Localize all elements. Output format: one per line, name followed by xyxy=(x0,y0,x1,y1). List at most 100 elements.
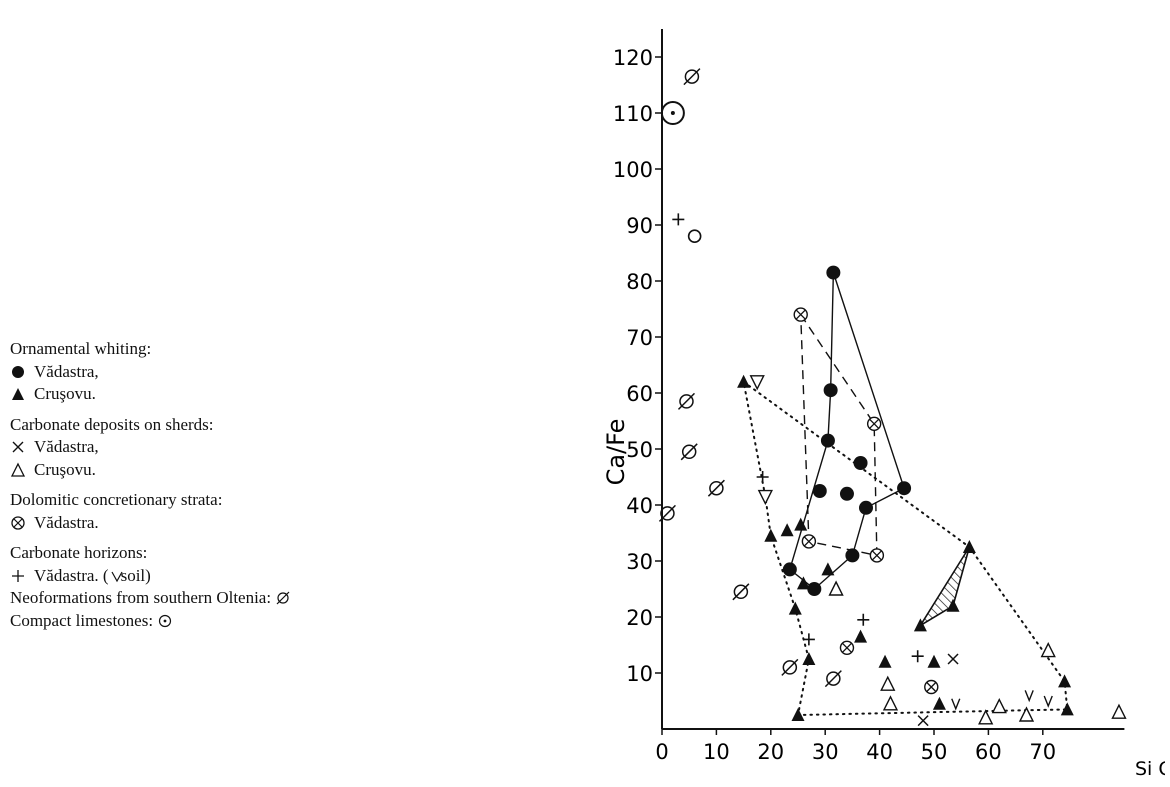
data-point-slashed-circle xyxy=(824,670,842,688)
legend-label: Cruşovu. xyxy=(34,384,96,403)
data-point-filled-triangle xyxy=(780,523,794,537)
axes: 10 20 30 40 50 60 70 80 90 100 110 120 0 10 20 30 40 50 60… xyxy=(613,29,1125,764)
data-point-x xyxy=(947,653,959,665)
y-tick-label: 60 xyxy=(626,382,653,406)
data-point-open-triangle xyxy=(978,709,994,725)
legend-item-carbonate-vadastra: Vădastra, xyxy=(10,436,470,459)
data-point-circle-x xyxy=(866,416,882,431)
circle-x-icon xyxy=(10,515,28,531)
data-point-filled-triangle xyxy=(788,601,802,615)
data-point-filled-circle xyxy=(823,383,838,398)
data-point-filled-circle xyxy=(845,548,860,563)
data-point-filled-triangle xyxy=(791,708,805,721)
cross-x-icon xyxy=(10,439,28,455)
data-point-plus xyxy=(672,213,685,226)
legend-label: Cruşovu. xyxy=(34,459,96,479)
x-axis-label: Si O2 xyxy=(1135,758,1165,780)
filled-circle-icon xyxy=(10,364,28,380)
legend-label: Vădastra, xyxy=(34,361,99,381)
legend-item-ornamental-crusovu: Cruşovu. xyxy=(10,383,470,406)
x-tick-label: 50 xyxy=(921,740,948,764)
data-point-slashed-circle xyxy=(677,392,696,410)
data-point-filled-triangle xyxy=(737,374,751,388)
scatter-chart: 10 20 30 40 50 60 70 80 90 100 110 120 0 10 20 30 40 50 60… xyxy=(602,29,1165,780)
data-point-slashed-circle xyxy=(732,583,750,601)
data-point-filled-triangle xyxy=(927,654,941,668)
y-tick-label: 40 xyxy=(626,494,653,518)
open-triangle-icon xyxy=(10,462,28,478)
legend-item-dolomitic-vadastra: Vădastra. xyxy=(10,512,470,535)
data-point-filled-circle xyxy=(826,265,841,280)
legend-item-ornamental-vadastra: Vădastra, xyxy=(10,361,470,384)
legend-label: Vădastra, xyxy=(34,437,99,456)
data-point-slashed-circle xyxy=(658,504,676,522)
axis-labels: Ca/Fe Si O2 xyxy=(602,419,1165,780)
data-point-filled-triangle xyxy=(794,517,808,531)
data-point-circle-x xyxy=(801,534,817,549)
outline-dashed xyxy=(800,314,878,557)
data-point-open-triangle xyxy=(882,695,899,711)
filled-triangle-icon xyxy=(10,386,28,402)
dotted-circle-icon xyxy=(157,614,173,628)
x-tick-label: 20 xyxy=(757,740,784,764)
data-point-filled-triangle xyxy=(854,629,868,643)
legend-ornamental-title: Ornamental whiting: xyxy=(10,339,152,358)
data-point-plus xyxy=(911,650,924,663)
x-tick-label: 60 xyxy=(975,740,1002,764)
data-point-filled-circle xyxy=(853,456,868,470)
data-point-v xyxy=(951,698,961,711)
data-point-v xyxy=(1043,695,1053,708)
data-point-filled-triangle xyxy=(1060,702,1074,716)
legend-carbonate-title: Carbonate deposits on sherds: xyxy=(10,414,214,434)
data-points xyxy=(658,68,1127,727)
data-point-filled-circle xyxy=(820,433,835,448)
x-tick-label: 0 xyxy=(655,740,668,764)
data-point-slashed-circle xyxy=(680,443,698,461)
data-point-filled-triangle xyxy=(796,576,810,590)
plus-icon xyxy=(10,568,28,584)
data-point-dotted-circle xyxy=(660,101,685,125)
x-tick-label: 30 xyxy=(812,740,839,764)
data-point-open-triangle-down xyxy=(757,489,773,506)
data-point-filled-triangle xyxy=(946,598,960,612)
data-point-filled-triangle xyxy=(878,654,892,668)
data-point-filled-circle xyxy=(859,500,873,515)
data-point-slashed-circle xyxy=(781,658,799,676)
data-point-circle-x xyxy=(793,307,808,322)
data-point-filled-triangle xyxy=(764,528,778,542)
data-point-circle-x xyxy=(869,548,885,563)
legend-label: Vădastra. xyxy=(34,512,99,532)
legend-soil-label: soil) xyxy=(120,565,151,585)
data-point-filled-circle xyxy=(807,582,822,596)
legend-item-carbonate-crusovu: Cruşovu. xyxy=(10,459,470,482)
hatched-area xyxy=(919,546,971,627)
data-point-open-triangle xyxy=(880,675,896,691)
y-tick-label: 120 xyxy=(613,46,653,70)
y-tick-label: 20 xyxy=(626,606,653,630)
data-point-filled-circle xyxy=(812,484,827,498)
data-point-open-triangle xyxy=(1040,642,1056,658)
legend-item-neoformations: Neoformations from southern Oltenia: xyxy=(10,587,470,610)
data-point-slashed-circle xyxy=(683,68,701,86)
y-axis-label: Ca/Fe xyxy=(602,419,630,486)
data-point-filled-circle xyxy=(782,562,797,577)
data-point-circle-x xyxy=(839,640,855,655)
data-point-open-triangle xyxy=(1018,706,1035,722)
legend-dolomitic-title: Dolomitic concretionary strata: xyxy=(10,490,223,509)
data-point-filled-triangle xyxy=(962,540,976,553)
legend-horizons-title: Carbonate horizons: xyxy=(10,543,148,562)
data-point-open-triangle xyxy=(1111,703,1127,719)
data-point-open-triangle-down xyxy=(749,375,765,391)
data-point-open-circle xyxy=(687,229,702,243)
data-point-plus xyxy=(857,613,870,626)
x-tick-label: 70 xyxy=(1029,740,1056,764)
legend-label: Neoformations from southern Oltenia: xyxy=(10,588,272,607)
y-tick-label: 10 xyxy=(626,662,653,686)
data-point-filled-triangle xyxy=(913,618,927,632)
data-point-open-triangle xyxy=(991,698,1007,714)
y-tick-label: 30 xyxy=(626,550,653,574)
legend-label: Compact limestones: xyxy=(10,610,154,630)
y-tick-label: 100 xyxy=(613,158,653,182)
legend-item-compact: Compact limestones: xyxy=(10,610,470,633)
x-tick-label: 40 xyxy=(866,740,893,764)
